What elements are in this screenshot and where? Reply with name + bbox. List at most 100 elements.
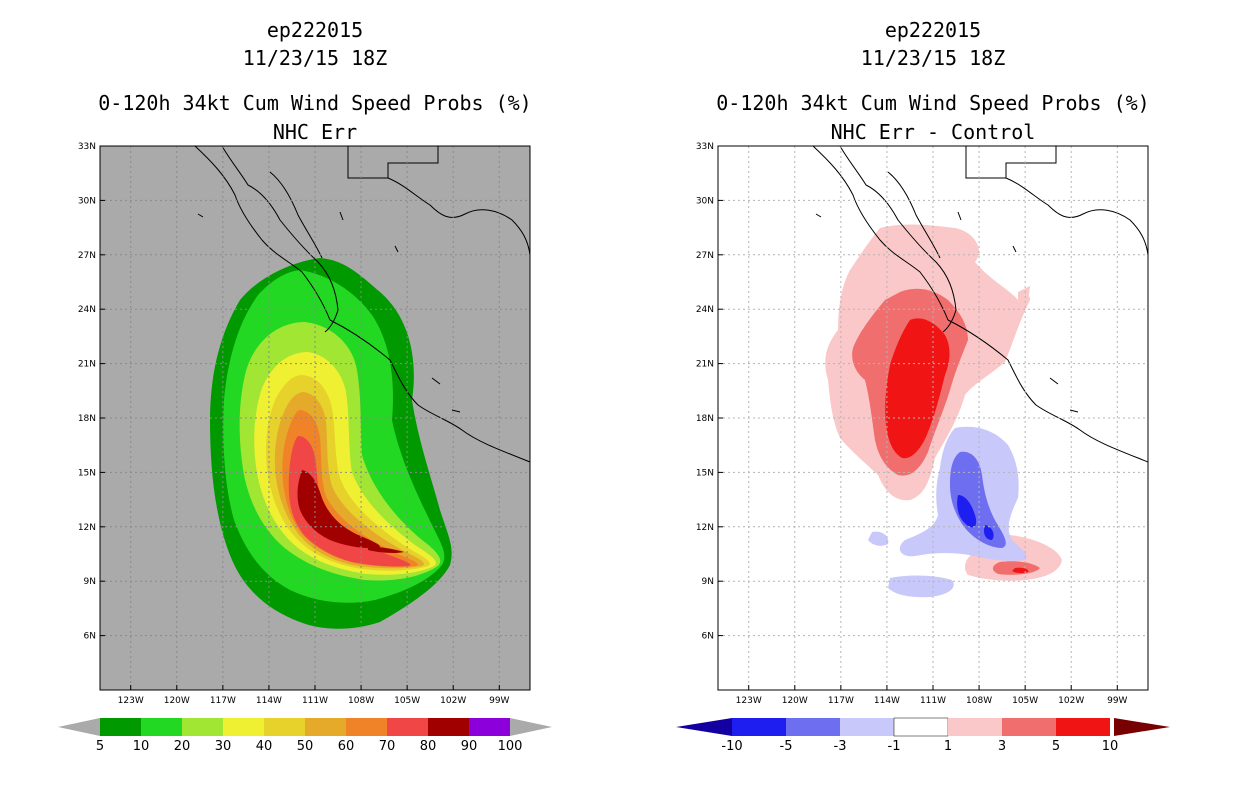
colorbar-label: 70 bbox=[379, 739, 396, 754]
left-colorbar-low-arrow bbox=[58, 718, 100, 736]
left-coastlines bbox=[194, 146, 530, 463]
x-tick-label: 123W bbox=[736, 696, 762, 706]
prob-contour-70 bbox=[288, 436, 411, 567]
colorbar-box bbox=[1002, 718, 1056, 736]
colorbar-label: 60 bbox=[338, 739, 355, 754]
x-tick-label: 99W bbox=[1107, 696, 1127, 706]
y-tick-label: 15N bbox=[78, 468, 96, 478]
left-map-frame bbox=[99, 145, 531, 691]
left-probability-field bbox=[210, 258, 452, 629]
y-tick-label: 24N bbox=[696, 305, 714, 315]
colorbar-box bbox=[141, 718, 182, 736]
prob-contour-80-tail bbox=[368, 546, 404, 554]
y-tick-label: 18N bbox=[78, 414, 96, 424]
right-coastlines bbox=[812, 146, 1148, 463]
colorbar-label: -10 bbox=[721, 739, 742, 754]
diff-negative-5 bbox=[957, 495, 977, 528]
colorbar-box bbox=[305, 718, 346, 736]
x-tick-label: 114W bbox=[256, 696, 282, 706]
right-title-product: 0-120h 34kt Cum Wind Speed Probs (%) bbox=[716, 91, 1150, 115]
colorbar-label: -1 bbox=[888, 739, 901, 754]
right-colorbar-boxes bbox=[732, 717, 1110, 737]
right-colorbar: -10 -5 -3 -1 1 3 5 10 bbox=[676, 717, 1170, 754]
left-subtitle: NHC Err bbox=[272, 120, 358, 144]
right-difference-field bbox=[825, 224, 1062, 598]
diff-negative-5-b bbox=[983, 525, 994, 540]
x-tick-label: 102W bbox=[1058, 696, 1084, 706]
x-tick-label: 120W bbox=[164, 696, 190, 706]
right-title-storm: ep222015 bbox=[884, 18, 982, 42]
left-colorbar: 5 10 20 30 40 50 60 70 80 90 100 bbox=[58, 718, 552, 754]
x-tick-label: 108W bbox=[966, 696, 992, 706]
colorbar-box bbox=[840, 718, 894, 736]
colorbar-box bbox=[948, 718, 1002, 736]
colorbar-box bbox=[387, 718, 428, 736]
y-tick-label: 9N bbox=[84, 577, 96, 587]
x-tick-label: 111W bbox=[920, 696, 946, 706]
x-tick-label: 105W bbox=[1012, 696, 1038, 706]
colorbar-box bbox=[786, 718, 840, 736]
left-y-tick-labels: 33N 30N 27N 24N 21N 18N 15N 12N 9N 6N bbox=[78, 142, 96, 642]
colorbar-label: 30 bbox=[215, 739, 232, 754]
y-tick-label: 30N bbox=[696, 196, 714, 206]
x-tick-label: 111W bbox=[302, 696, 328, 706]
colorbar-label: 20 bbox=[174, 739, 191, 754]
colorbar-box bbox=[469, 718, 510, 736]
x-tick-label: 120W bbox=[782, 696, 808, 706]
colorbar-label: 100 bbox=[498, 739, 523, 754]
y-tick-label: 6N bbox=[702, 632, 714, 642]
colorbar-box bbox=[100, 718, 141, 736]
diff-positive-5-south bbox=[1012, 567, 1029, 574]
y-tick-label: 12N bbox=[78, 523, 96, 533]
colorbar-label: 10 bbox=[133, 739, 150, 754]
x-tick-label: 117W bbox=[828, 696, 854, 706]
x-tick-label: 102W bbox=[440, 696, 466, 706]
colorbar-box bbox=[428, 718, 469, 736]
left-map-panel: 123W 120W 117W 114W 111W 108W 105W 102W 99W 33N3… bbox=[78, 142, 531, 706]
x-tick-label: 99W bbox=[489, 696, 509, 706]
colorbar-box bbox=[182, 718, 223, 736]
y-tick-label: 27N bbox=[696, 251, 714, 261]
y-tick-label: 18N bbox=[696, 414, 714, 424]
right-title-date: 11/23/15 18Z bbox=[860, 46, 1006, 70]
left-title-date: 11/23/15 18Z bbox=[242, 46, 388, 70]
colorbar-label: 90 bbox=[461, 739, 478, 754]
colorbar-label: 1 bbox=[944, 739, 952, 754]
left-grid bbox=[100, 145, 530, 690]
colorbar-label: 10 bbox=[1102, 739, 1119, 754]
x-tick-label: 114W bbox=[874, 696, 900, 706]
colorbar-label: 80 bbox=[420, 739, 437, 754]
right-grid bbox=[718, 145, 1148, 690]
colorbar-label: 50 bbox=[297, 739, 314, 754]
diff-negative-3 bbox=[950, 451, 1006, 548]
x-tick-label: 105W bbox=[394, 696, 420, 706]
right-map-panel: 123W 120W 117W 114W 111W 108W 105W 102W 99W 33N3… bbox=[696, 142, 1149, 706]
diff-negative-1-west bbox=[868, 531, 889, 546]
colorbar-label: 5 bbox=[1052, 739, 1060, 754]
colorbar-box bbox=[223, 718, 264, 736]
right-colorbar-low-arrow bbox=[676, 718, 732, 736]
colorbar-box bbox=[264, 718, 305, 736]
y-tick-label: 21N bbox=[696, 360, 714, 370]
y-tick-label: 24N bbox=[78, 305, 96, 315]
left-x-tick-labels: 123W 120W 117W 114W 111W 108W 105W 102W 99W bbox=[118, 696, 510, 706]
left-title-product: 0-120h 34kt Cum Wind Speed Probs (%) bbox=[98, 91, 532, 115]
x-tick-label: 123W bbox=[118, 696, 144, 706]
y-tick-label: 6N bbox=[84, 632, 96, 642]
colorbar-box bbox=[732, 718, 786, 736]
left-colorbar-labels: 5 10 20 30 40 50 60 70 80 90 100 bbox=[96, 739, 523, 754]
right-x-tick-labels: 123W 120W 117W 114W 111W 108W 105W 102W 99W bbox=[736, 696, 1128, 706]
right-map-frame bbox=[717, 145, 1149, 691]
y-tick-label: 15N bbox=[696, 468, 714, 478]
right-subtitle: NHC Err - Control bbox=[830, 120, 1036, 144]
y-tick-label: 33N bbox=[78, 142, 96, 152]
colorbar-box bbox=[1056, 718, 1110, 736]
y-tick-label: 27N bbox=[78, 251, 96, 261]
colorbar-label: -3 bbox=[834, 739, 847, 754]
y-tick-label: 9N bbox=[702, 577, 714, 587]
colorbar-box bbox=[346, 718, 387, 736]
right-y-tick-labels: 33N 30N 27N 24N 21N 18N 15N 12N 9N 6N bbox=[696, 142, 714, 642]
right-colorbar-high-arrow bbox=[1114, 718, 1170, 736]
left-colorbar-high-arrow bbox=[510, 718, 552, 736]
